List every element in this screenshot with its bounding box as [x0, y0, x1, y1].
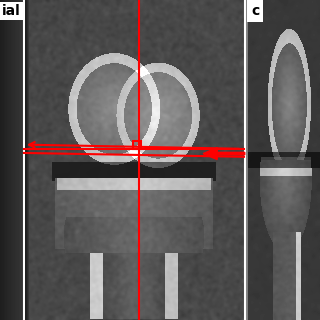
Text: c: c [251, 4, 259, 18]
Bar [133, 141, 141, 149]
Text: ial: ial [2, 4, 21, 18]
FancyArrow shape [203, 148, 245, 160]
